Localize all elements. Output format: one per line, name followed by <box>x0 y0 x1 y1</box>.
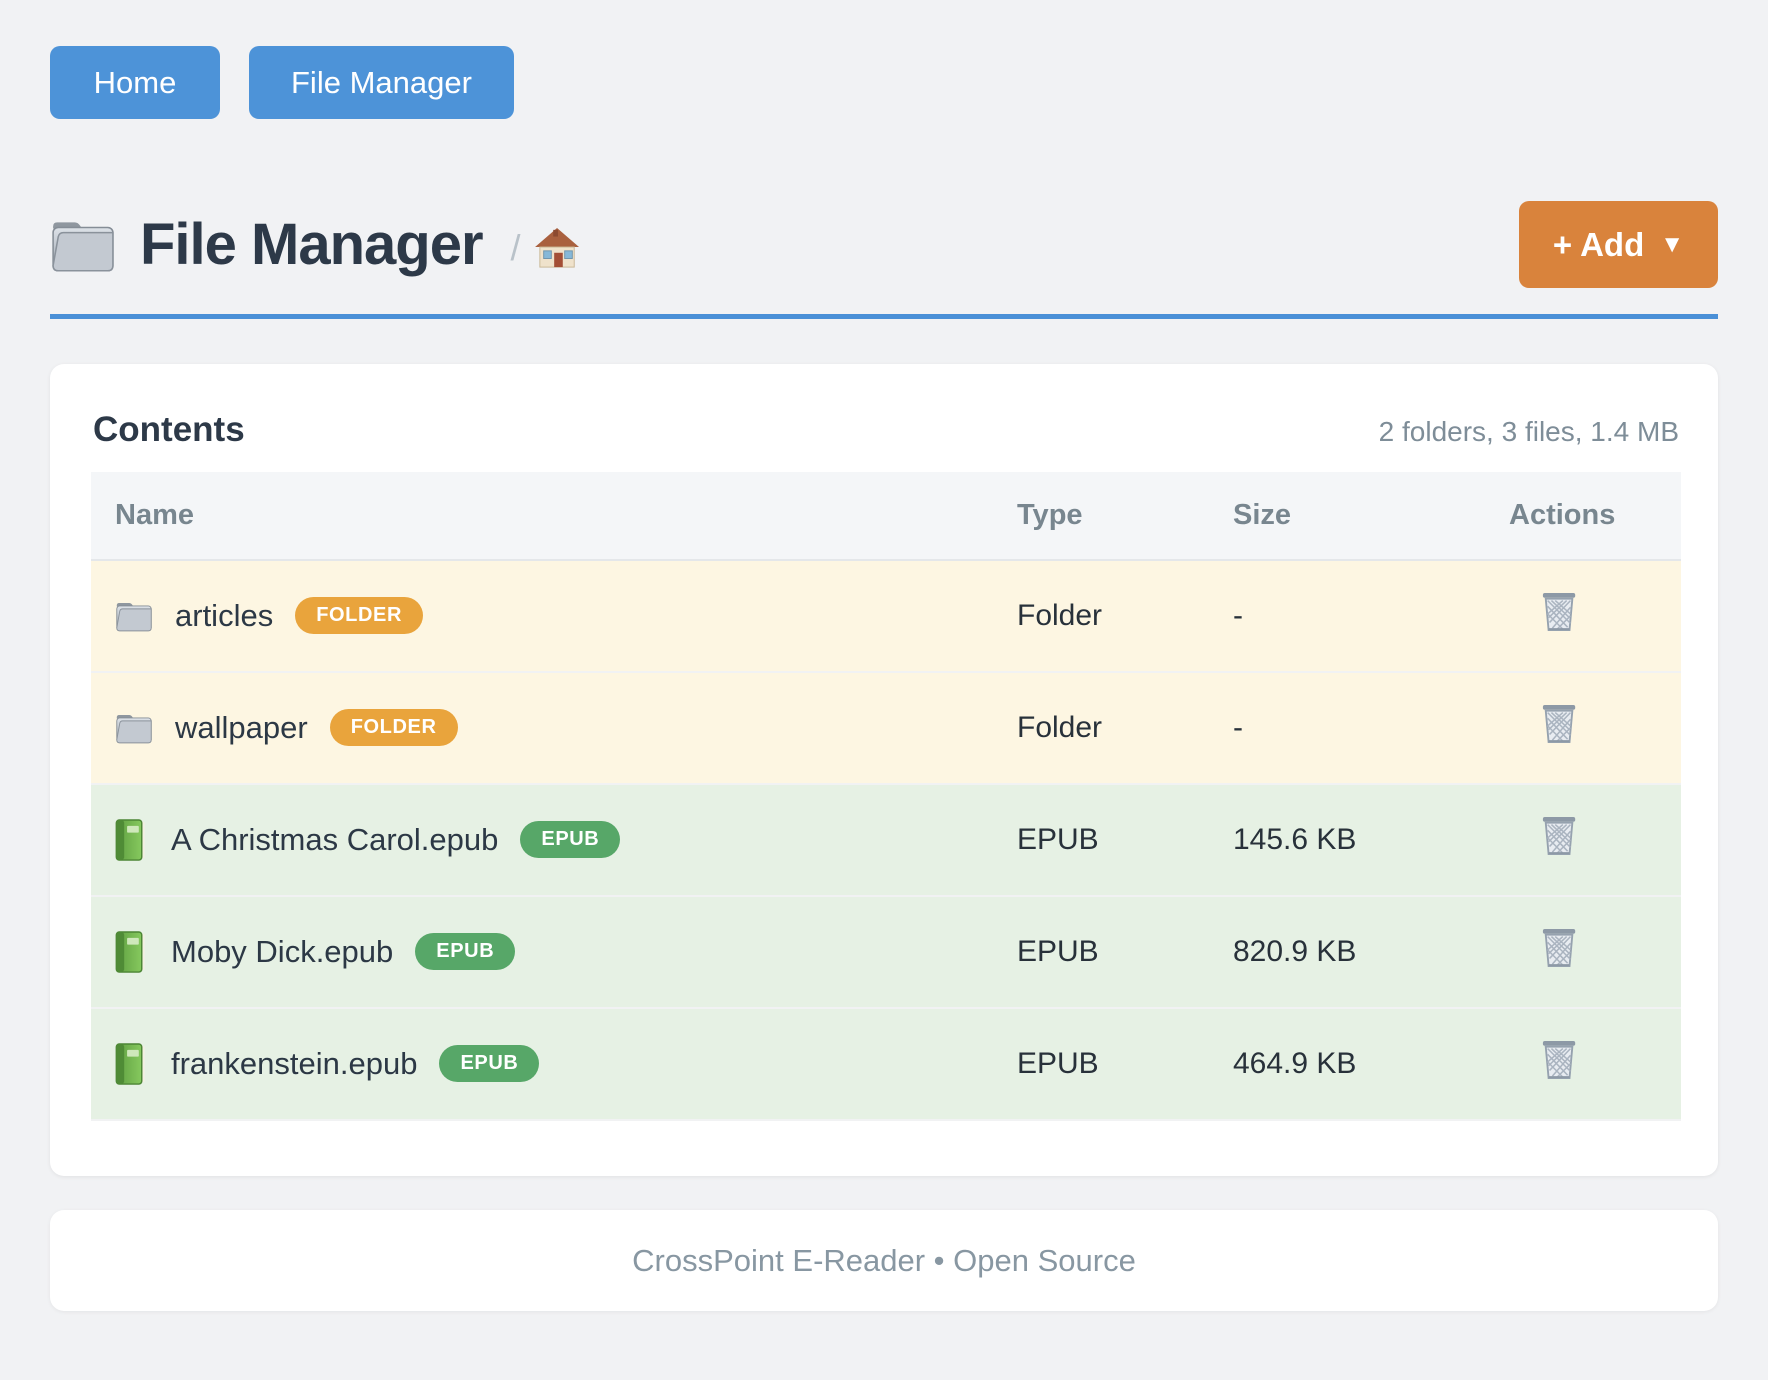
book-icon <box>115 930 146 973</box>
type-badge: EPUB <box>415 932 516 970</box>
item-name-link[interactable]: wallpaper <box>175 710 308 745</box>
column-header-actions: Actions <box>1485 472 1681 561</box>
book-icon <box>115 1042 146 1085</box>
item-name-link[interactable]: Moby Dick.epub <box>171 934 394 969</box>
table-row: articles FOLDER Folder - <box>91 560 1681 673</box>
delete-button[interactable] <box>1541 1039 1579 1081</box>
page-title: File Manager <box>140 212 484 277</box>
add-button-label: + Add <box>1552 226 1645 263</box>
item-size: 145.6 KB <box>1209 784 1485 897</box>
trash-icon <box>1541 592 1577 631</box>
add-button[interactable]: + Add ▼ <box>1518 201 1718 288</box>
trash-icon <box>1541 928 1577 967</box>
type-badge: FOLDER <box>329 708 458 746</box>
column-header-size: Size <box>1209 472 1485 561</box>
top-nav: Home File Manager <box>50 46 1718 119</box>
folder-icon <box>116 602 152 632</box>
item-size: - <box>1209 672 1485 785</box>
trash-icon <box>1541 1040 1577 1080</box>
delete-button[interactable] <box>1541 815 1579 857</box>
house-icon[interactable] <box>534 226 581 269</box>
delete-button[interactable] <box>1541 703 1579 745</box>
item-type: Folder <box>993 672 1209 785</box>
chevron-down-icon: ▼ <box>1660 230 1684 258</box>
trash-icon <box>1541 816 1577 855</box>
item-size: - <box>1209 560 1485 673</box>
breadcrumb-separator: / <box>510 226 521 268</box>
type-badge: EPUB <box>520 820 621 858</box>
delete-button[interactable] <box>1541 927 1579 969</box>
item-name-link[interactable]: A Christmas Carol.epub <box>171 822 499 857</box>
item-type: Folder <box>993 560 1209 673</box>
item-size: 820.9 KB <box>1209 896 1485 1009</box>
item-name-link[interactable]: frankenstein.epub <box>171 1046 418 1081</box>
column-header-type: Type <box>993 472 1209 561</box>
item-size: 464.9 KB <box>1209 1008 1485 1121</box>
title-group: File Manager / <box>50 211 1519 278</box>
file-table: Name Type Size Actions articles FOLDER F… <box>91 472 1681 1121</box>
nav-file-manager-button[interactable]: File Manager <box>249 46 514 119</box>
type-badge: EPUB <box>439 1044 540 1082</box>
table-header-row: Name Type Size Actions <box>91 472 1681 561</box>
contents-summary: 2 folders, 3 files, 1.4 MB <box>1378 416 1679 447</box>
folder-icon <box>116 714 152 744</box>
footer-text: CrossPoint E-Reader • Open Source <box>632 1242 1136 1278</box>
table-row: Moby Dick.epub EPUB EPUB 820.9 KB <box>91 896 1681 1009</box>
trash-icon <box>1541 704 1577 743</box>
item-type: EPUB <box>993 784 1209 897</box>
table-row: wallpaper FOLDER Folder - <box>91 672 1681 785</box>
contents-card-header: Contents 2 folders, 3 files, 1.4 MB <box>91 410 1681 450</box>
item-name-link[interactable]: articles <box>175 598 274 633</box>
table-row: A Christmas Carol.epub EPUB EPUB 145.6 K… <box>91 784 1681 897</box>
nav-home-button[interactable]: Home <box>50 46 220 119</box>
folder-icon <box>52 221 114 272</box>
page-header: File Manager / + Add ▼ <box>50 201 1718 288</box>
book-icon <box>115 818 146 861</box>
type-badge: FOLDER <box>295 596 424 634</box>
contents-title: Contents <box>93 410 245 449</box>
item-type: EPUB <box>993 1008 1209 1121</box>
delete-button[interactable] <box>1541 591 1579 633</box>
footer: CrossPoint E-Reader • Open Source <box>50 1210 1718 1311</box>
item-type: EPUB <box>993 896 1209 1009</box>
column-header-name: Name <box>91 472 993 561</box>
contents-card: Contents 2 folders, 3 files, 1.4 MB Name… <box>50 364 1718 1176</box>
header-divider <box>50 314 1718 319</box>
table-row: frankenstein.epub EPUB EPUB 464.9 KB <box>91 1008 1681 1121</box>
